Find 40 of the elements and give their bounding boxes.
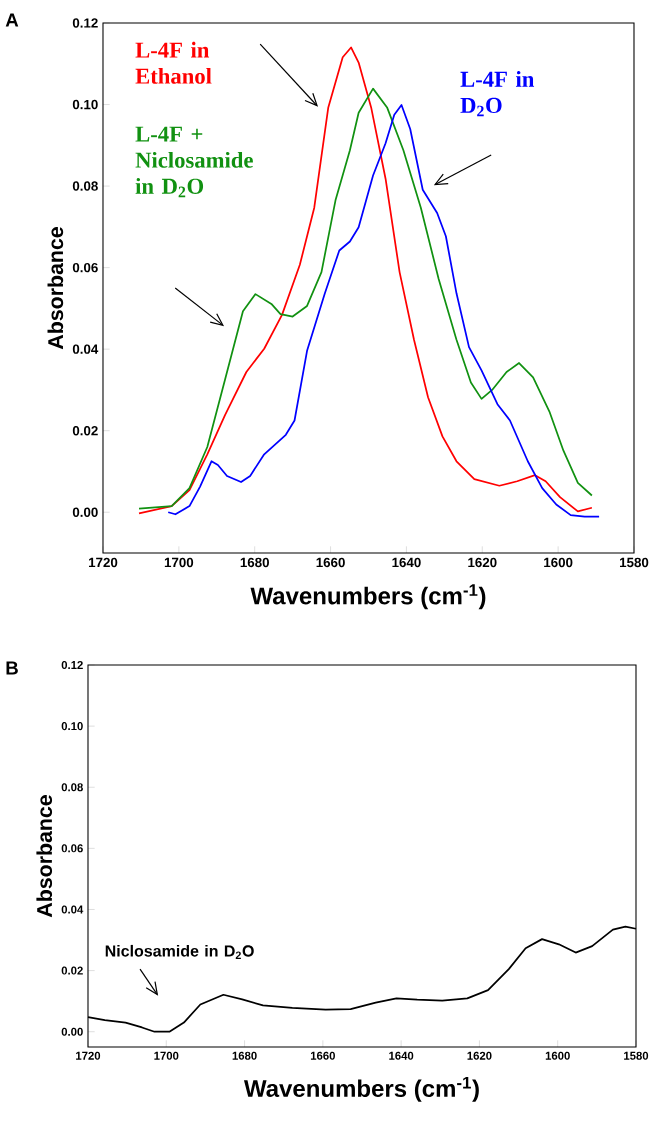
text: L-4F in D$_{2}$O — [460, 70, 535, 117]
x-tick-label: 1640 — [389, 1051, 414, 1060]
y-tick-label: 0.04 — [61, 905, 84, 914]
x-tick-label: 1700 — [154, 1051, 179, 1060]
y-tick-label: 0.06 — [72, 262, 98, 273]
y-tick-label: 0.12 — [61, 661, 83, 670]
y-tick-label: 0.02 — [61, 966, 83, 975]
x-tick-label: 1600 — [545, 1051, 570, 1060]
x-tick-label: 1660 — [316, 557, 345, 568]
x-tick-label: 1580 — [620, 557, 649, 568]
x-tick-label: 1640 — [392, 557, 421, 568]
y-tick-label: 0.10 — [72, 99, 98, 110]
x-tick-label: 1600 — [544, 557, 573, 568]
x-tick-label: 1680 — [232, 1051, 257, 1060]
y-tick-label: 0.08 — [72, 181, 98, 191]
x-tick-label: 1720 — [76, 1051, 101, 1060]
y-tick-label: 0.00 — [61, 1027, 83, 1036]
x-axis-title: Wavenumbers (cm$^{-1}$) — [250, 584, 486, 610]
y-tick-label: 0.00 — [72, 507, 98, 517]
x-axis-title: Wavenumbers (cm$^{-1}$) — [243, 1076, 479, 1102]
y-tick-label: 0.02 — [72, 425, 98, 436]
y-axis-title: Absorbance — [36, 795, 53, 918]
chart-title: B — [6, 661, 18, 675]
y-tick-label: 0.08 — [61, 783, 83, 792]
y-tick-label: 0.06 — [61, 844, 83, 853]
x-tick-label: 1720 — [89, 557, 118, 568]
text: L-4F + Niclosamide in D$_{2}$O — [135, 126, 253, 198]
x-tick-label: 1660 — [310, 1051, 335, 1060]
y-tick-label: 0.12 — [72, 18, 98, 28]
x-tick-label: 1580 — [624, 1051, 649, 1060]
x-tick-label: 1620 — [468, 557, 497, 568]
chart-title: A — [5, 13, 19, 27]
x-tick-label: 1700 — [164, 557, 194, 568]
text: L-4F in Ethanol — [135, 41, 212, 84]
text: Niclosamide in D$_{2}$O — [105, 944, 254, 959]
y-tick-label: 0.10 — [61, 722, 83, 731]
y-tick-label: 0.04 — [72, 344, 99, 354]
y-axis-title: Absorbance — [47, 227, 64, 350]
x-tick-label: 1680 — [240, 557, 269, 568]
x-tick-label: 1620 — [467, 1051, 492, 1060]
